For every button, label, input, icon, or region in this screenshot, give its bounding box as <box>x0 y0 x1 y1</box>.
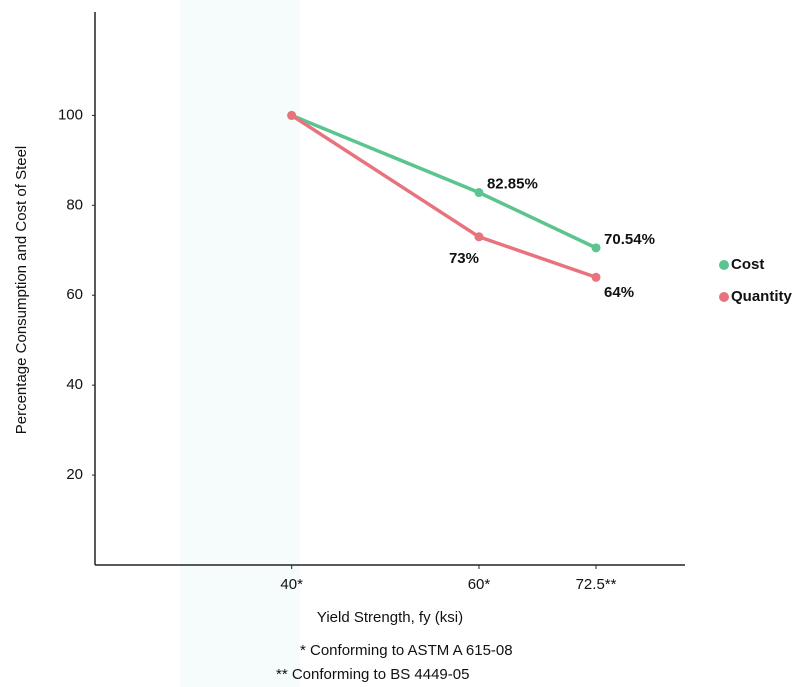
point <box>591 272 601 282</box>
y-axis-label: Percentage Consumption and Cost of Steel <box>13 146 30 435</box>
x-tick-label: 72.5** <box>576 576 617 593</box>
y-tick-label: 100 <box>58 106 83 123</box>
scan-shade <box>180 0 300 687</box>
legend-marker <box>719 260 729 270</box>
point <box>591 243 601 253</box>
legend-marker <box>719 292 729 302</box>
x-tick-label: 60* <box>468 576 491 593</box>
data-label: 70.54% <box>604 231 655 248</box>
data-label: 82.85% <box>487 175 538 192</box>
line <box>290 113 597 279</box>
line <box>291 113 597 250</box>
x-axis-label: Yield Strength, fy (ksi) <box>317 609 463 626</box>
footnote: * Conforming to ASTM A 615-08 <box>300 642 513 659</box>
legend-label: Cost <box>731 256 764 273</box>
legend-label: Quantity <box>731 288 792 305</box>
point <box>474 232 484 242</box>
point <box>287 110 297 120</box>
y-tick-label: 80 <box>66 196 83 213</box>
point <box>474 188 484 198</box>
x-tick-label: 40* <box>280 576 303 593</box>
y-tick-label: 60 <box>66 286 83 303</box>
footnote: ** Conforming to BS 4449-05 <box>276 666 469 683</box>
y-tick-label: 20 <box>66 466 83 483</box>
data-label: 64% <box>604 284 634 301</box>
y-tick-label: 40 <box>66 376 83 393</box>
data-label: 73% <box>449 250 479 267</box>
